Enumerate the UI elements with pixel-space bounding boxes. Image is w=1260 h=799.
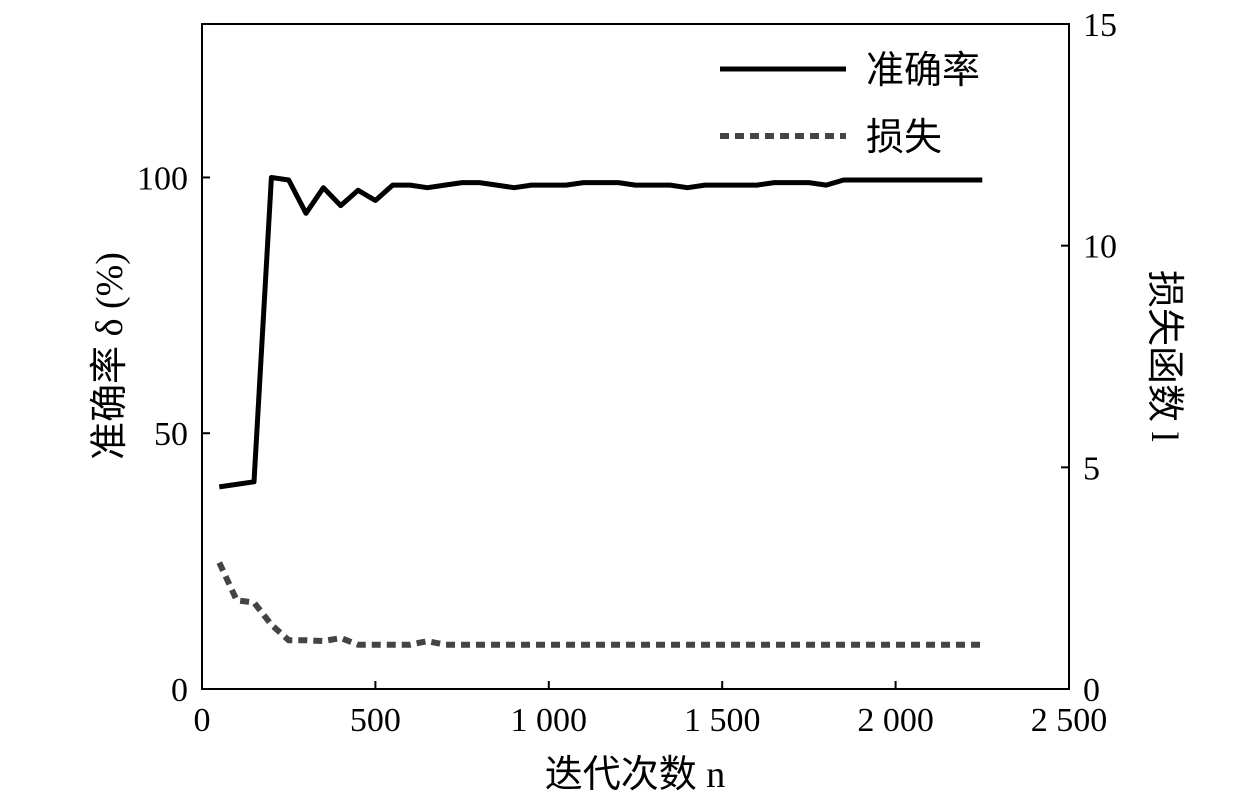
y-right-tick-label: 5	[1083, 450, 1100, 487]
x-tick-label: 1 000	[511, 702, 588, 739]
y-left-tick-label: 0	[171, 672, 188, 709]
y-left-axis-ticks: 0 50 100	[137, 160, 210, 709]
y-right-axis-title: 损失函数 l	[1143, 270, 1185, 442]
x-tick-label: 2 500	[1031, 702, 1108, 739]
x-tick-label: 2 000	[857, 702, 934, 739]
y-left-axis-title: 准确率 δ (%)	[89, 252, 131, 460]
y-right-tick-label: 15	[1083, 7, 1117, 44]
legend: 准确率 损失	[720, 50, 980, 159]
x-tick-label: 0	[194, 702, 211, 739]
y-right-tick-label: 0	[1083, 672, 1100, 709]
y-right-tick-label: 10	[1083, 229, 1117, 266]
y-left-tick-label: 100	[137, 160, 188, 197]
x-tick-label: 1 500	[684, 702, 761, 739]
y-right-axis-ticks: 0 5 10 15	[1061, 7, 1117, 709]
legend-label-loss: 损失	[866, 117, 942, 159]
accuracy-series-line	[218, 175, 983, 490]
x-axis-title: 迭代次数 n	[545, 754, 726, 796]
loss-series-line	[216, 561, 983, 648]
x-axis-ticks: 0 500 1 000 1 500 2 000 2 500	[194, 681, 1108, 739]
series-layer	[216, 175, 983, 648]
y-left-tick-label: 50	[154, 416, 188, 453]
legend-label-accuracy: 准确率	[866, 50, 980, 92]
plot-frame	[201, 23, 1070, 690]
x-tick-label: 500	[350, 702, 401, 739]
